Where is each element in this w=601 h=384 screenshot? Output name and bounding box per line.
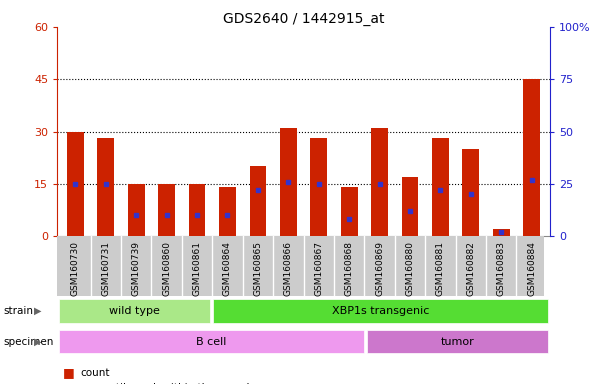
Text: GSM160883: GSM160883 (497, 241, 505, 296)
Text: GSM160861: GSM160861 (192, 241, 201, 296)
Text: GSM160739: GSM160739 (132, 241, 141, 296)
Bar (189, 184, 206, 236)
Text: GSM160881: GSM160881 (436, 241, 445, 296)
Bar (493, 229, 510, 236)
Bar (371, 128, 388, 236)
Text: XBP1s transgenic: XBP1s transgenic (332, 306, 429, 316)
Text: GSM160869: GSM160869 (375, 241, 384, 296)
Text: count: count (80, 368, 109, 378)
Bar (219, 187, 236, 236)
Text: ■: ■ (63, 366, 75, 379)
Text: B cell: B cell (196, 337, 227, 347)
Text: GSM160866: GSM160866 (284, 241, 293, 296)
Text: wild type: wild type (109, 306, 159, 316)
Bar (59, 300, 210, 323)
Text: percentile rank within the sample: percentile rank within the sample (80, 383, 256, 384)
Text: GSM160731: GSM160731 (102, 241, 110, 296)
Bar (67, 131, 84, 236)
Text: strain: strain (3, 306, 33, 316)
Bar (462, 149, 479, 236)
Bar (310, 139, 327, 236)
Text: specimen: specimen (3, 337, 53, 347)
Bar (97, 139, 114, 236)
Text: GSM160884: GSM160884 (527, 241, 536, 296)
Text: GSM160865: GSM160865 (254, 241, 263, 296)
Text: GSM160867: GSM160867 (314, 241, 323, 296)
Text: ▶: ▶ (34, 337, 41, 347)
Bar (59, 330, 364, 353)
Bar (158, 184, 175, 236)
Bar (280, 128, 297, 236)
Bar (367, 330, 548, 353)
Bar (432, 139, 449, 236)
Text: GSM160882: GSM160882 (466, 241, 475, 296)
Bar (341, 187, 358, 236)
Text: tumor: tumor (441, 337, 474, 347)
Text: ▶: ▶ (34, 306, 41, 316)
Text: GSM160730: GSM160730 (71, 241, 80, 296)
Text: ■: ■ (63, 382, 75, 384)
Text: GSM160864: GSM160864 (223, 241, 232, 296)
Bar (249, 166, 266, 236)
Bar (128, 184, 145, 236)
Text: GSM160868: GSM160868 (344, 241, 353, 296)
Bar (401, 177, 418, 236)
Text: GSM160880: GSM160880 (406, 241, 415, 296)
Text: GDS2640 / 1442915_at: GDS2640 / 1442915_at (223, 12, 384, 25)
Bar (213, 300, 548, 323)
Bar (523, 79, 540, 236)
Text: GSM160860: GSM160860 (162, 241, 171, 296)
